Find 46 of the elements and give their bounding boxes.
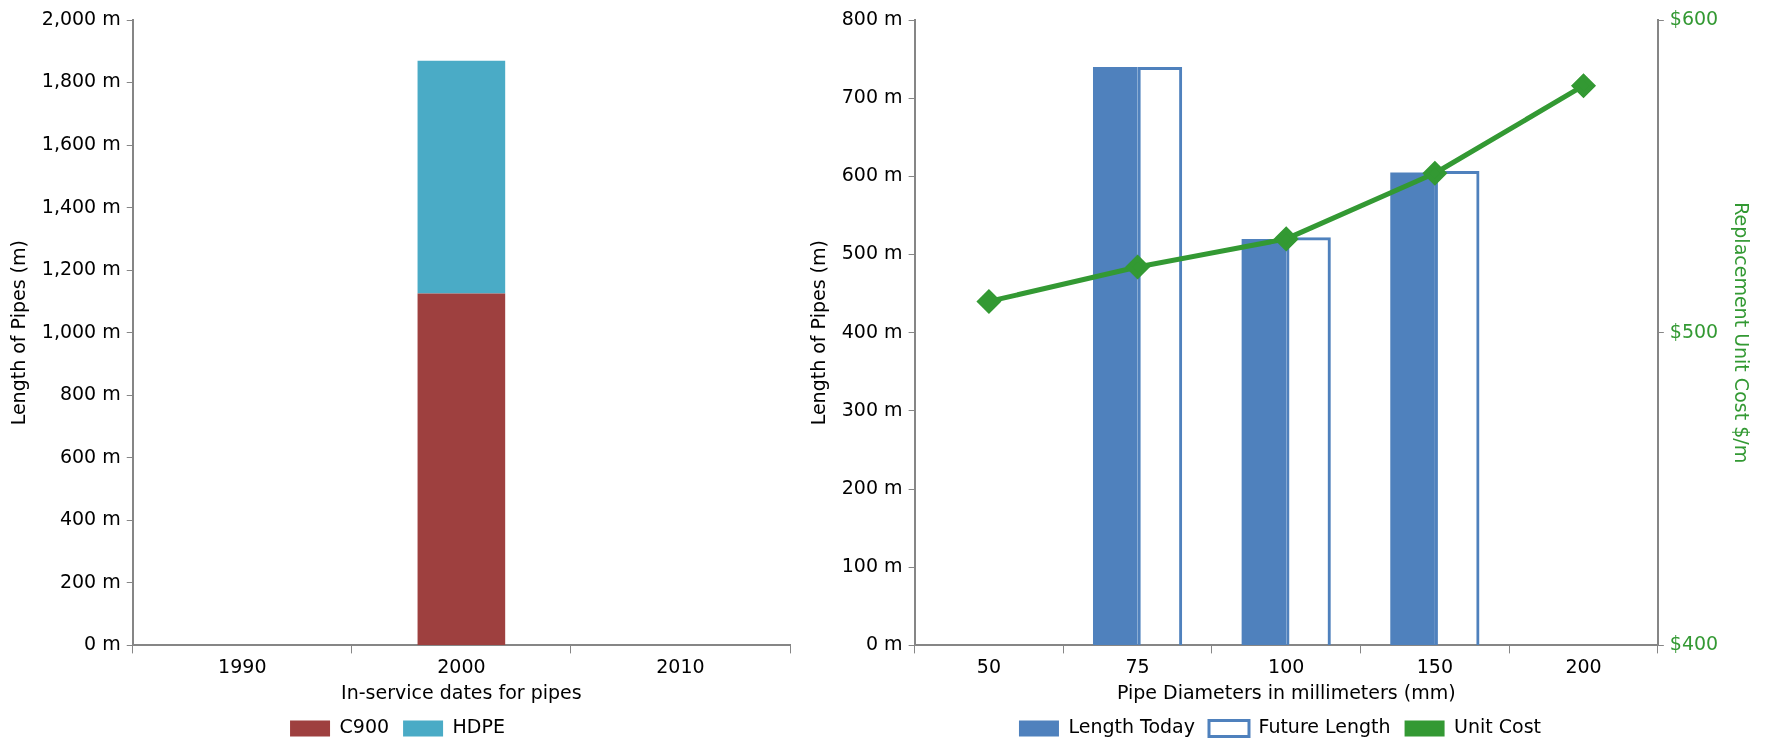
y-tick-label: 0 m	[84, 632, 121, 655]
x-tick-label: 2010	[656, 654, 705, 677]
x-tick-label: 200	[1565, 654, 1602, 677]
y-tick-label: 700 m	[841, 85, 903, 108]
y-tick-label: 200 m	[841, 475, 903, 498]
y-tick-label: 800 m	[841, 6, 903, 29]
legend-label: Future Length	[1258, 715, 1391, 738]
y-tick-label: 500 m	[841, 241, 903, 264]
x-tick-label: 150	[1416, 654, 1454, 677]
y-tick-label: 1,400 m	[41, 194, 121, 217]
y-axis-title: Length of Pipes (m)	[7, 240, 30, 426]
y-tick-label: 300 m	[841, 397, 903, 420]
y-tick-label: 200 m	[59, 569, 121, 592]
y-axis-title: Length of Pipes (m)	[807, 240, 830, 426]
y-tick-label: 1,600 m	[41, 132, 121, 155]
y2-tick-label: $500	[1669, 319, 1719, 342]
x-tick-label: 75	[1125, 654, 1150, 677]
y-tick-label: 1,200 m	[41, 257, 121, 280]
y-tick-label: 400 m	[841, 319, 903, 342]
y2-tick-label: $400	[1669, 632, 1719, 655]
y-tick-label: 800 m	[59, 382, 121, 405]
x-axis-title: Pipe Diameters in millimeters (mm)	[1116, 680, 1456, 703]
x-tick-label: 50	[976, 654, 1002, 677]
point	[1274, 227, 1298, 251]
legend-label: HDPE	[452, 715, 505, 738]
x-tick-label: 2000	[437, 654, 486, 677]
legend-label: Length Today	[1068, 715, 1195, 738]
y-tick-label: 1,800 m	[41, 69, 121, 92]
x-axis-title: In-service dates for pipes	[341, 680, 582, 703]
y-tick-label: 1,000 m	[41, 319, 121, 342]
point	[977, 289, 1001, 313]
y-tick-label: 400 m	[59, 507, 121, 530]
y-tick-label: 2,000 m	[41, 6, 121, 29]
y-tick-label: 100 m	[841, 554, 903, 577]
y2-axis-title: Replacement Unit Cost $/m	[1730, 202, 1753, 464]
legend-label: Unit Cost	[1454, 715, 1542, 738]
y2-tick-label: $600	[1669, 6, 1719, 29]
y-tick-label: 600 m	[841, 163, 903, 186]
point	[1126, 255, 1150, 279]
legend-label: C900	[339, 715, 390, 738]
x-tick-label: 1990	[218, 654, 267, 677]
y-tick-label: 600 m	[59, 444, 121, 467]
y-tick-label: 0 m	[865, 632, 903, 655]
point	[1423, 161, 1447, 185]
x-tick-label: 100	[1268, 654, 1305, 677]
point	[1572, 74, 1596, 98]
